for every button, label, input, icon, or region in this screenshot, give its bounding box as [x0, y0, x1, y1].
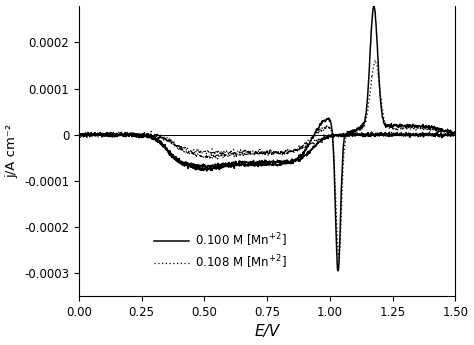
0.100 M [Mn$^{+2}$]: [76, 131, 82, 135]
0.108 M [Mn$^{+2}$]: [76, 132, 82, 136]
0.100 M [Mn$^{+2}$]: [115, 134, 120, 138]
0.100 M [Mn$^{+2}$]: [97, 132, 103, 136]
X-axis label: E/V: E/V: [255, 324, 280, 339]
0.108 M [Mn$^{+2}$]: [443, 127, 449, 131]
0.108 M [Mn$^{+2}$]: [373, 58, 378, 62]
0.100 M [Mn$^{+2}$]: [336, 269, 341, 273]
0.108 M [Mn$^{+2}$]: [98, 134, 103, 138]
0.108 M [Mn$^{+2}$]: [97, 131, 103, 135]
0.100 M [Mn$^{+2}$]: [236, 162, 241, 166]
Y-axis label: j/A cm⁻²: j/A cm⁻²: [6, 124, 18, 178]
0.108 M [Mn$^{+2}$]: [336, 256, 342, 260]
0.100 M [Mn$^{+2}$]: [371, 3, 377, 7]
0.100 M [Mn$^{+2}$]: [423, 124, 429, 128]
Line: 0.108 M [Mn$^{+2}$]: 0.108 M [Mn$^{+2}$]: [79, 60, 456, 258]
0.108 M [Mn$^{+2}$]: [423, 127, 429, 131]
0.100 M [Mn$^{+2}$]: [98, 132, 103, 136]
Legend: 0.100 M [Mn$^{+2}$], 0.108 M [Mn$^{+2}$]: 0.100 M [Mn$^{+2}$], 0.108 M [Mn$^{+2}$]: [149, 226, 291, 276]
0.108 M [Mn$^{+2}$]: [115, 132, 120, 137]
0.108 M [Mn$^{+2}$]: [76, 134, 82, 138]
0.100 M [Mn$^{+2}$]: [443, 129, 449, 133]
Line: 0.100 M [Mn$^{+2}$]: 0.100 M [Mn$^{+2}$]: [79, 5, 456, 271]
0.100 M [Mn$^{+2}$]: [76, 131, 82, 136]
0.108 M [Mn$^{+2}$]: [236, 150, 241, 154]
